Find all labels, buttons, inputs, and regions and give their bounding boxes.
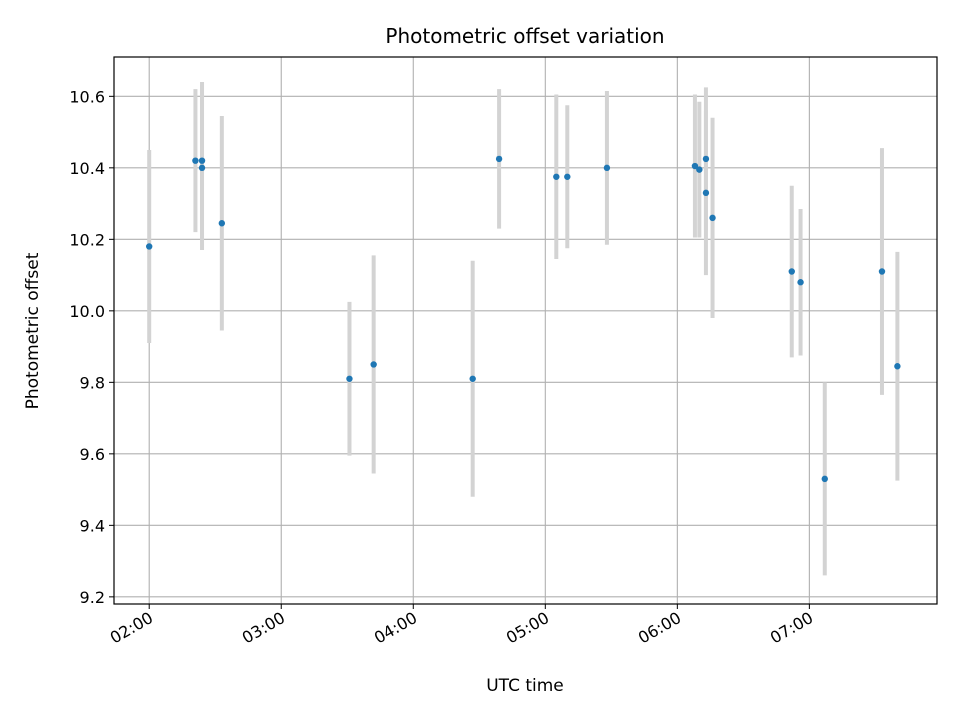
y-tick-label: 10.2	[69, 230, 105, 249]
y-tick-label: 10.4	[69, 159, 105, 178]
y-tick-label: 9.2	[80, 588, 105, 607]
y-tick-label: 9.6	[80, 445, 105, 464]
data-point	[702, 189, 710, 197]
data-point	[198, 164, 206, 172]
data-point	[797, 279, 804, 286]
data-point	[696, 166, 703, 173]
y-tick-label: 10.0	[69, 302, 105, 321]
data-point	[709, 214, 716, 222]
chart-title: Photometric offset variation	[385, 24, 664, 48]
y-tick-label: 9.8	[80, 373, 105, 392]
y-tick-label: 9.4	[80, 516, 105, 535]
data-point	[218, 220, 226, 227]
data-point	[821, 475, 828, 483]
data-point	[691, 162, 699, 170]
y-tick-label: 10.6	[69, 87, 105, 106]
data-point	[894, 363, 901, 370]
data-point	[553, 173, 560, 180]
data-point	[878, 268, 886, 275]
data-points	[146, 155, 901, 483]
data-point	[702, 155, 710, 163]
data-point	[198, 157, 206, 164]
y-axis: 9.2 9.4 9.6 9.8 10.0 10.2 10.4 10.6	[69, 87, 114, 607]
y-axis-title: Photometric offset	[23, 252, 43, 409]
data-point	[192, 157, 199, 164]
data-point	[346, 375, 353, 382]
x-axis-title: UTC time	[486, 676, 564, 696]
data-point	[603, 164, 611, 172]
data-point	[495, 155, 503, 163]
data-point	[146, 243, 153, 250]
data-point	[469, 375, 476, 382]
data-point	[564, 173, 571, 180]
data-point	[370, 361, 377, 368]
plot-frame	[113, 56, 938, 605]
data-point	[788, 268, 795, 275]
